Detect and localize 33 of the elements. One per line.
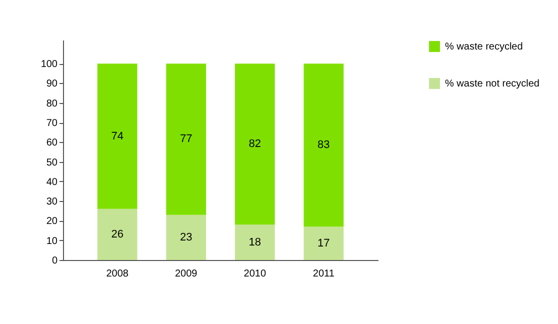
y-tick-label: 70 <box>46 118 58 129</box>
bar <box>304 64 344 227</box>
y-tick-label: 10 <box>46 236 58 247</box>
y-tick-label: 0 <box>52 256 58 266</box>
x-tick-label: 2009 <box>174 268 198 280</box>
y-tick-label: 60 <box>46 138 58 149</box>
y-tick-label: 90 <box>46 78 58 90</box>
y-tick-label: 100 <box>40 59 58 70</box>
data-label: 83 <box>318 139 330 152</box>
x-tick-label: 2008 <box>106 268 129 280</box>
data-label: 77 <box>180 133 192 146</box>
x-tick-label: 2011 <box>312 268 335 280</box>
y-tick-label: 30 <box>46 196 58 208</box>
legend-label: % waste not recycled <box>445 78 540 90</box>
bar <box>304 226 344 260</box>
bar <box>234 224 275 260</box>
y-tick-label: 80 <box>46 98 58 110</box>
bar <box>166 214 206 260</box>
data-label: 23 <box>180 231 192 244</box>
y-tick-label: 50 <box>46 157 58 168</box>
data-label: 82 <box>248 138 262 150</box>
bar <box>166 64 206 215</box>
bar <box>97 64 138 209</box>
data-label: 18 <box>248 236 262 248</box>
data-label: 74 <box>111 130 124 142</box>
bar <box>234 64 275 225</box>
y-tick-label: 20 <box>46 216 58 228</box>
bar <box>97 208 138 260</box>
data-label: 17 <box>318 237 330 250</box>
data-label: 26 <box>111 228 124 240</box>
legend-label: % waste recycled <box>445 42 523 52</box>
y-tick-label: 40 <box>46 176 58 188</box>
x-tick-label: 2010 <box>244 268 266 280</box>
